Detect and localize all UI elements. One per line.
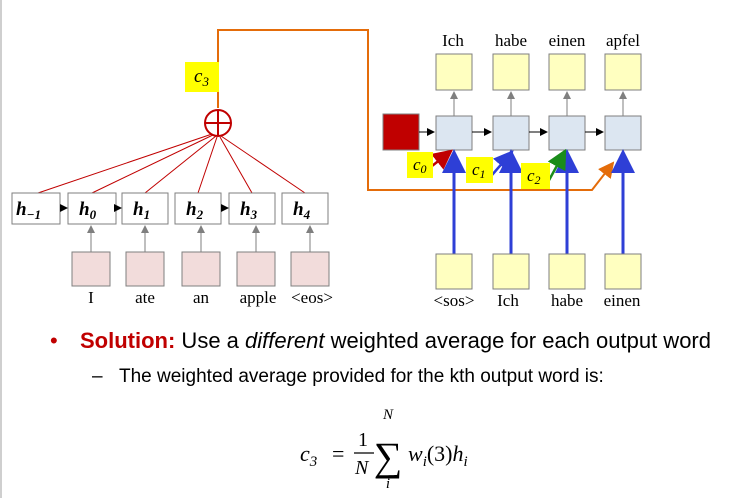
- c0-highlight: [407, 152, 433, 178]
- c1-label: c1: [472, 160, 486, 181]
- c1-highlight: [466, 157, 493, 183]
- c3-highlight: [185, 62, 219, 92]
- solution-bullet: Solution: Use a different weighted avera…: [80, 328, 711, 353]
- dec-input-2: habe: [551, 291, 583, 310]
- c1-arrow: [491, 150, 514, 176]
- out-word-2: einen: [549, 31, 586, 50]
- sum-symbol: ∑: [374, 434, 403, 479]
- h0-label: h0: [79, 199, 97, 222]
- dec-input-3: einen: [604, 291, 641, 310]
- encoder-inputs: [71, 251, 330, 287]
- enc-word-1: ate: [135, 288, 155, 307]
- c0-label: c0: [413, 155, 427, 176]
- context-path: [217, 29, 615, 191]
- enc-word-0: I: [88, 288, 94, 307]
- start-state-box: [382, 113, 420, 151]
- out-word-1: habe: [495, 31, 527, 50]
- decoder-states: [435, 115, 642, 151]
- hidden-states: [11, 192, 329, 225]
- formula-lhs: c3: [300, 441, 317, 470]
- h2-label: h2: [186, 199, 204, 222]
- c2-label: c2: [527, 166, 541, 187]
- formula-term: wi(3)hi: [408, 441, 468, 470]
- h4-label: h4: [293, 199, 311, 222]
- out-word-3: apfel: [606, 31, 640, 50]
- c0-arrow: [431, 149, 453, 170]
- h3-label: h3: [240, 199, 258, 222]
- enc-word-3: apple: [240, 288, 277, 307]
- h-minus1-label: h−1: [16, 199, 41, 222]
- formula-numerator: 1: [358, 429, 368, 451]
- c2-arrow: [546, 148, 567, 183]
- decoder-input-boxes: [435, 253, 642, 290]
- h1-label: h1: [133, 199, 150, 222]
- sum-upper: N: [382, 407, 394, 423]
- sub-bullet-text: The weighted average provided for the kt…: [119, 366, 604, 387]
- bullet-marker: •: [50, 328, 58, 353]
- sum-lower: i: [386, 476, 390, 492]
- c3-label: c3: [194, 66, 209, 89]
- formula: c3 = 1 N N ∑ i wi(3)hi: [300, 407, 468, 492]
- enc-word-2: an: [193, 288, 210, 307]
- c2-highlight: [521, 163, 550, 189]
- output-boxes: [435, 53, 642, 91]
- sum-node: [204, 109, 232, 137]
- enc-word-4: <eos>: [291, 288, 333, 307]
- formula-denominator: N: [354, 457, 370, 479]
- formula-equals: =: [332, 441, 344, 466]
- attention-lines: [37, 132, 306, 194]
- dec-input-1: Ich: [497, 291, 519, 310]
- out-word-0: Ich: [442, 31, 464, 50]
- dec-input-0: <sos>: [434, 291, 475, 310]
- sub-bullet-dash: –: [92, 366, 103, 387]
